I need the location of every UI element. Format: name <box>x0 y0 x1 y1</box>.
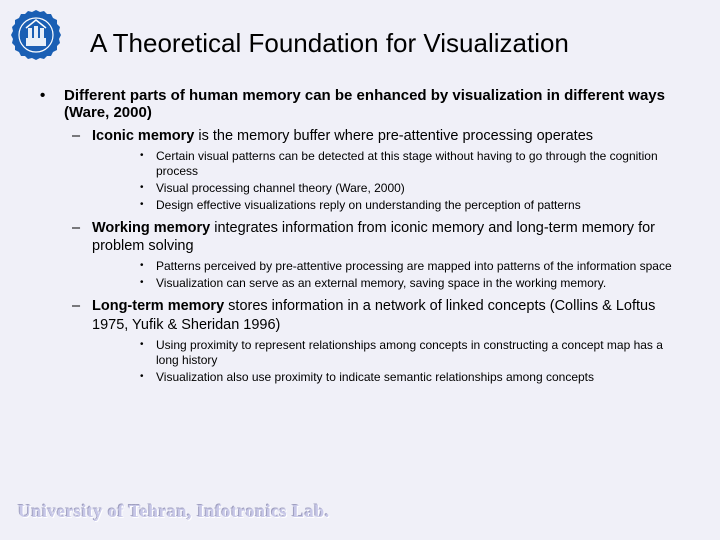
section-heading: – Iconic memory is the memory buffer whe… <box>72 127 680 145</box>
sub-item-text: Certain visual patterns can be detected … <box>156 149 680 179</box>
sub-item: • Using proximity to represent relations… <box>140 338 680 368</box>
sub-item-text: Visual processing channel theory (Ware, … <box>156 181 405 196</box>
sub-item-text: Design effective visualizations reply on… <box>156 198 581 213</box>
dash-marker: – <box>72 297 92 333</box>
dot-marker: • <box>140 259 156 274</box>
dot-marker: • <box>140 276 156 291</box>
dot-marker: • <box>140 370 156 385</box>
main-bullet: • Different parts of human memory can be… <box>40 87 680 121</box>
dot-marker: • <box>140 181 156 196</box>
sub-item: • Patterns perceived by pre-attentive pr… <box>140 259 680 274</box>
dot-marker: • <box>140 198 156 213</box>
slide-title: A Theoretical Foundation for Visualizati… <box>0 0 720 59</box>
dot-marker: • <box>140 338 156 368</box>
sub-item: • Design effective visualizations reply … <box>140 198 680 213</box>
sub-item-text: Visualization also use proximity to indi… <box>156 370 594 385</box>
section-text: Iconic memory is the memory buffer where… <box>92 127 593 145</box>
section-heading: – Working memory integrates information … <box>72 219 680 255</box>
dash-marker: – <box>72 219 92 255</box>
sub-item-text: Visualization can serve as an external m… <box>156 276 606 291</box>
bullet-marker: • <box>40 87 64 121</box>
sub-item: • Certain visual patterns can be detecte… <box>140 149 680 179</box>
dot-marker: • <box>140 149 156 179</box>
sub-item-text: Patterns perceived by pre-attentive proc… <box>156 259 672 274</box>
section-text: Long-term memory stores information in a… <box>92 297 680 333</box>
dash-marker: – <box>72 127 92 145</box>
sub-item: • Visualization can serve as an external… <box>140 276 680 291</box>
slide-content: • Different parts of human memory can be… <box>0 59 720 385</box>
section-heading: – Long-term memory stores information in… <box>72 297 680 333</box>
footer-text: University of Tehran, Infotronics Lab. <box>18 501 330 522</box>
sub-item: • Visualization also use proximity to in… <box>140 370 680 385</box>
sub-item: • Visual processing channel theory (Ware… <box>140 181 680 196</box>
section-text: Working memory integrates information fr… <box>92 219 680 255</box>
sub-item-text: Using proximity to represent relationshi… <box>156 338 680 368</box>
university-logo <box>8 8 64 64</box>
main-bullet-text: Different parts of human memory can be e… <box>64 87 680 121</box>
